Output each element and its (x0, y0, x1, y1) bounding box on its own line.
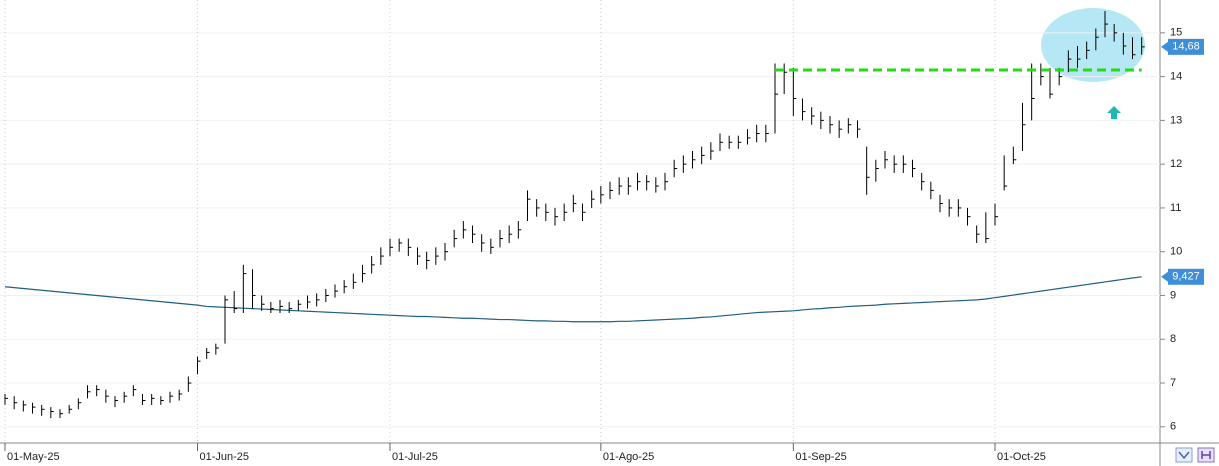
x-tick-label: 01-May-25 (7, 451, 60, 463)
price-marker-pointer (1161, 41, 1168, 52)
up-arrow (1107, 106, 1121, 119)
price-marker-box (1168, 268, 1204, 285)
plot: 6 7 8 9 10 11 12 13 14 15 01-May-25 01-Jun-25 01-Jul… (0, 0, 1182, 463)
x-tick-label: 01-Oct-25 (997, 451, 1046, 463)
x-tick-label: 01-Sep-25 (795, 451, 846, 463)
y-tick-label: 14 (1170, 71, 1182, 83)
y-tick-label: 15 (1170, 27, 1182, 39)
zoom-icon[interactable] (1175, 447, 1193, 463)
y-tick-label: 7 (1170, 377, 1176, 389)
y-tick-label: 11 (1170, 202, 1181, 214)
y-tick-label: 12 (1170, 158, 1182, 170)
x-tick-label: 01-Jul-25 (392, 451, 438, 463)
price-marker-label: 9,427 (1172, 271, 1200, 283)
moving-average-line (4, 276, 1142, 323)
y-tick-label: 8 (1170, 333, 1176, 345)
y-tick-label: 6 (1170, 421, 1176, 433)
y-tick-label: 9 (1170, 289, 1176, 301)
y-tick-label: 10 (1170, 246, 1182, 258)
y-tick-label: 13 (1170, 114, 1182, 126)
x-tick-label: 01-Jun-25 (200, 451, 250, 463)
price-marker-label: 14,68 (1172, 41, 1200, 53)
price-marker-box (1168, 38, 1204, 55)
h-icon-glyph (1201, 451, 1211, 459)
zoom-icon-glyph (1178, 451, 1190, 460)
highlight-ellipse (1041, 8, 1145, 82)
x-tick-label: 01-Ago-25 (603, 451, 654, 463)
price-marker-pointer (1161, 271, 1168, 282)
